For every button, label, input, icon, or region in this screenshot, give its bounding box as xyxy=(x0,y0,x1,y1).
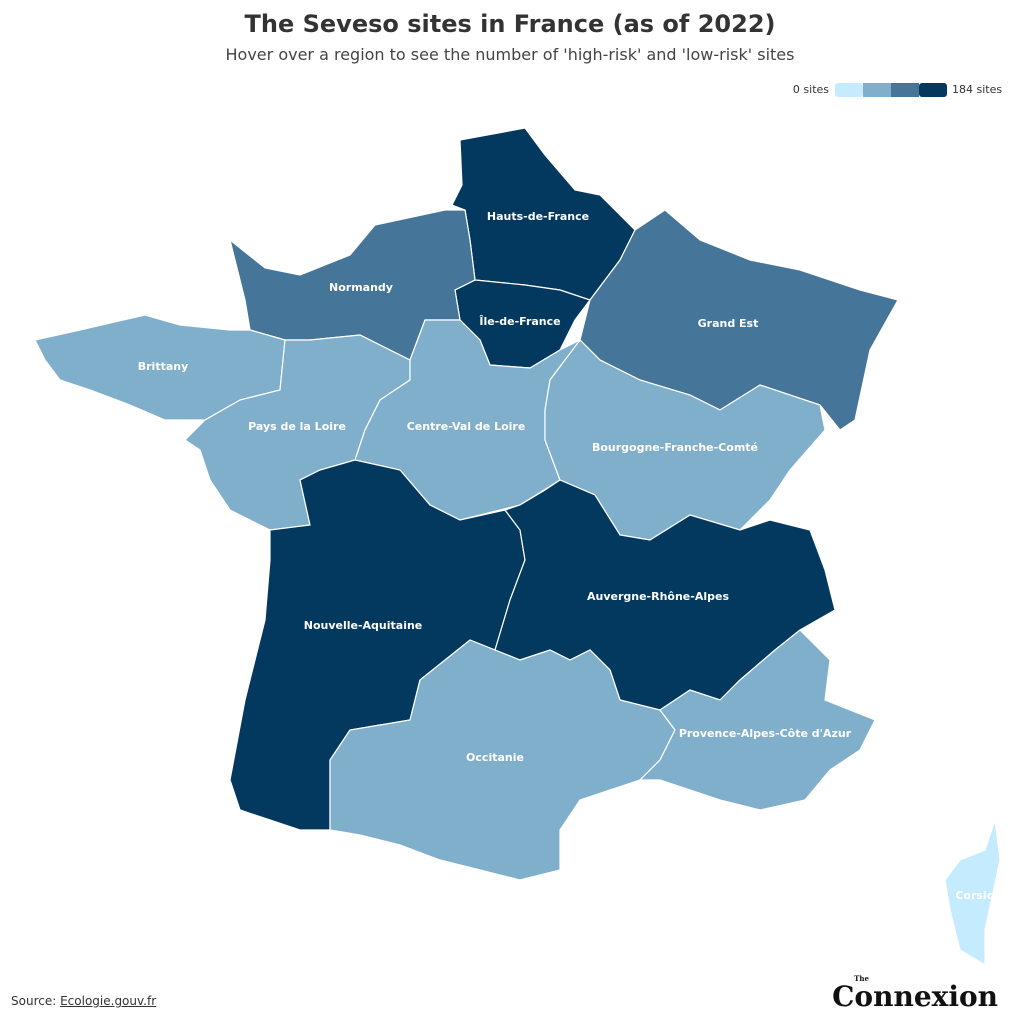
logo: The Connexion xyxy=(832,974,998,1013)
subtitle: Hover over a region to see the number of… xyxy=(225,45,795,64)
region[interactable] xyxy=(544,339,826,541)
region-label: Centre-Val de Loire xyxy=(407,420,526,433)
source: Source: Ecologie.gouv.fr xyxy=(11,994,156,1008)
logo-small: The xyxy=(854,974,869,983)
source-prefix: Source: xyxy=(11,994,57,1008)
region-label: Brittany xyxy=(138,360,189,373)
region[interactable] xyxy=(944,819,1001,967)
region[interactable] xyxy=(638,629,876,811)
region[interactable] xyxy=(329,639,676,881)
region-label: Pays de la Loire xyxy=(248,420,346,433)
region-label: Corsica xyxy=(955,889,1000,902)
legend-swatch xyxy=(863,83,891,97)
region-label: Nouvelle-Aquitaine xyxy=(304,619,423,632)
legend-min: 0 sites xyxy=(793,83,829,96)
region-label: Grand Est xyxy=(698,317,759,330)
source-link[interactable]: Ecologie.gouv.fr xyxy=(60,994,157,1008)
region-label: Auvergne-Rhône-Alpes xyxy=(587,590,729,603)
region-label: Hauts-de-France xyxy=(487,210,589,223)
legend-swatch xyxy=(835,83,863,97)
legend-max: 184 sites xyxy=(952,83,1002,96)
legend-swatch xyxy=(919,83,947,97)
region-label: Bourgogne-Franche-Comté xyxy=(592,441,758,454)
region-label: Île-de-France xyxy=(479,315,560,328)
region-label: Occitanie xyxy=(466,751,524,764)
region-label: Provence-Alpes-Côte d'Azur xyxy=(679,727,852,740)
legend-swatch xyxy=(891,83,919,97)
region-label: Normandy xyxy=(329,281,393,294)
logo-text: Connexion xyxy=(832,980,998,1013)
title: The Seveso sites in France (as of 2022) xyxy=(244,10,776,38)
